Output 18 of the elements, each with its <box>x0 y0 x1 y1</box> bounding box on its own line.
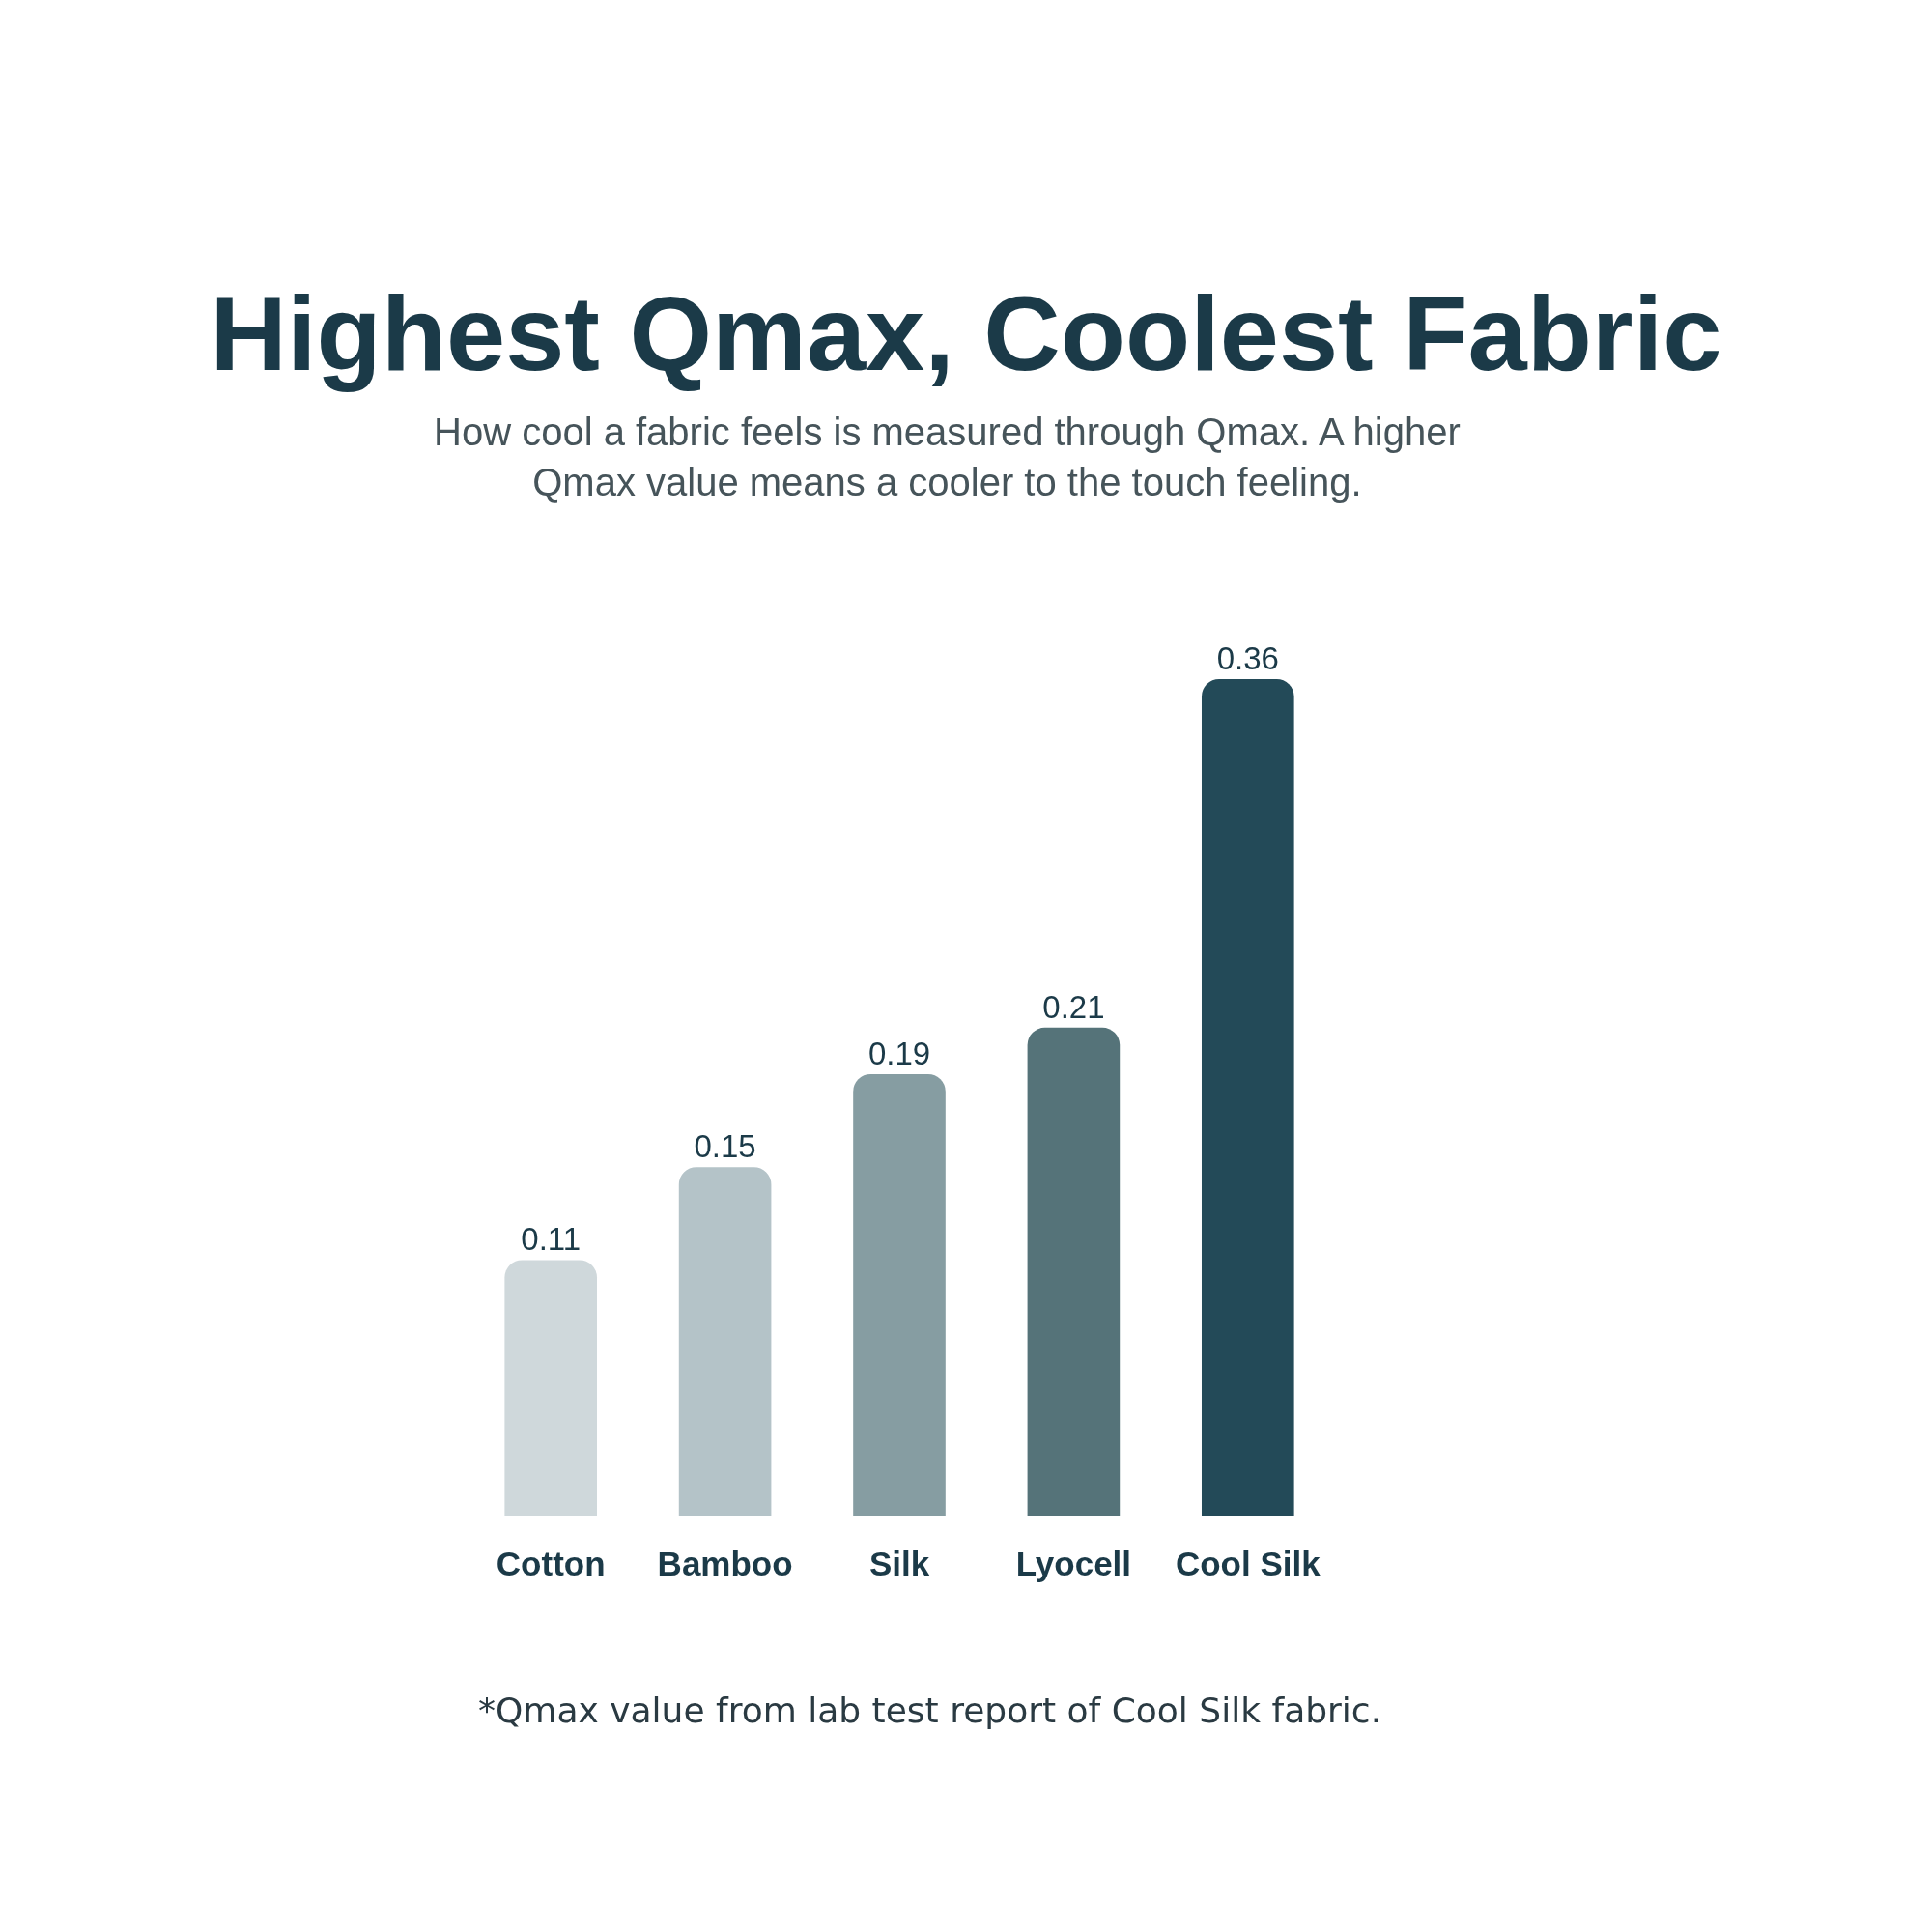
data-label: 0.36 <box>1216 640 1279 676</box>
x-tick-label: Silk <box>868 1545 930 1582</box>
x-tick-label: Lyocell <box>1015 1545 1132 1582</box>
text: *Qmax value from lab test report of Cool Silk fabric. <box>478 1690 1382 1730</box>
x-tick-label: Cotton <box>496 1545 606 1582</box>
data-label: 0.15 <box>694 1128 756 1165</box>
data-label: 0.11 <box>521 1221 582 1258</box>
bar <box>1201 679 1294 1516</box>
data-label: 0.19 <box>867 1035 931 1071</box>
bar <box>853 1073 946 1516</box>
chart-subtitle: How cool a fabric feels is measured through Qmax. A higher Qmax value means a cooler to the touch feeling. <box>434 411 1461 503</box>
bar <box>1027 1027 1121 1516</box>
chart-title: Highest Qmax, Coolest Fabric <box>210 272 1722 392</box>
bar <box>678 1167 772 1516</box>
x-tick-label: Cool Silk <box>1175 1545 1321 1582</box>
bar <box>504 1260 598 1516</box>
data-label: 0.21 <box>1042 988 1105 1025</box>
x-tick-label: Bamboo <box>657 1545 793 1582</box>
